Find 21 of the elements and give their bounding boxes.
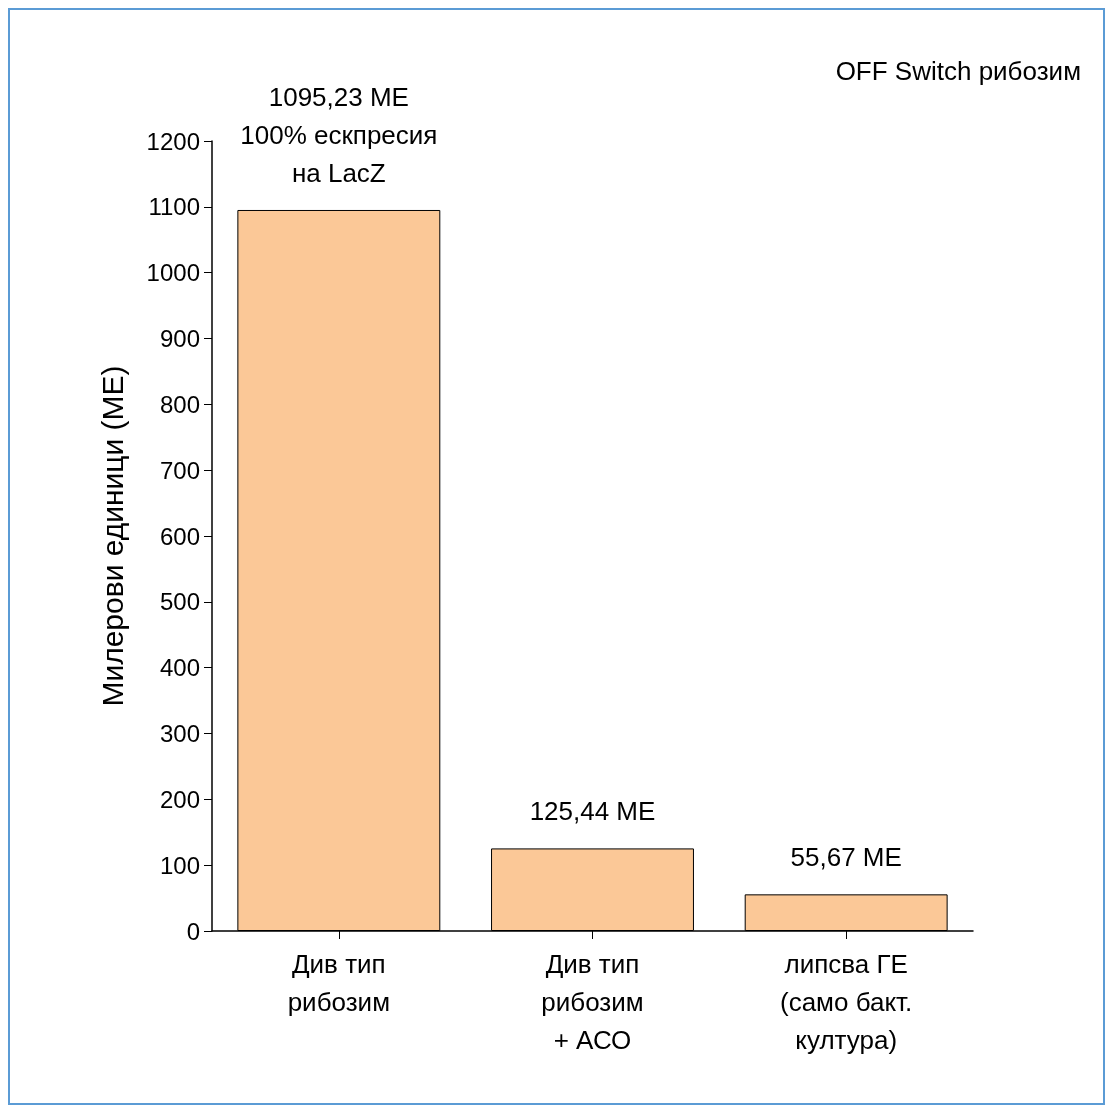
y-tick-label: 1200 [146, 127, 200, 155]
data-label: 1095,23 МЕ 100% ескпресия на LacZ [240, 81, 438, 188]
y-tick-label: 800 [159, 390, 200, 418]
y-tick-label: 600 [159, 522, 200, 550]
y-tick-label: 500 [159, 588, 200, 616]
y-axis-title: Милерови единици (МЕ) [95, 365, 129, 707]
text: OFF Switch рибозим [835, 56, 1081, 86]
y-tick-label: 1100 [148, 193, 200, 221]
x-tick-label: липсва ГЕ (само бакт. култура) [779, 949, 913, 1055]
y-tick-label: 100 [159, 851, 200, 879]
y-tick-label: 300 [159, 720, 200, 747]
data-label: 55,67 МЕ [790, 842, 902, 873]
y-tick-label: 400 [159, 654, 200, 682]
y-tick-label: 200 [159, 785, 200, 813]
x-tick-label: Див тип рибозим + АСО [541, 949, 644, 1055]
y-tick-label: 0 [186, 917, 200, 945]
x-tick-label: Див тип рибозим [287, 949, 391, 1017]
y-tick-label: 900 [159, 325, 200, 352]
data-label: 125,44 МЕ [529, 796, 656, 827]
y-tick-label: 1000 [146, 259, 200, 287]
y-tick-label: 700 [159, 456, 200, 484]
